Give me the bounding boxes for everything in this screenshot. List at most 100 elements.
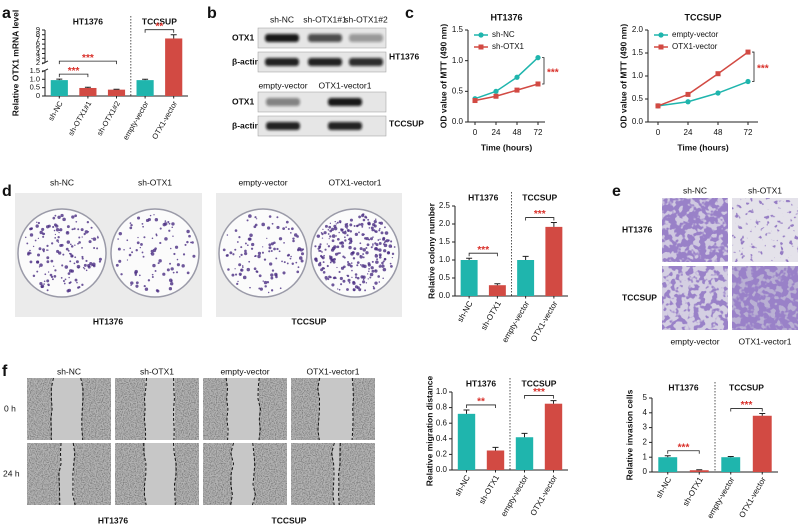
colony: [164, 220, 167, 222]
blot-membrane: [257, 115, 387, 137]
colony: [77, 242, 79, 245]
colony: [186, 271, 190, 275]
colony: [359, 284, 362, 286]
x-tick-label: empty-vector: [499, 473, 530, 518]
colony: [57, 241, 60, 243]
colony-group: HT1376: [93, 316, 124, 326]
colony: [162, 272, 166, 276]
colony: [151, 273, 154, 276]
colony: [66, 289, 70, 293]
significance-bracket: [730, 408, 763, 412]
blot-band: [328, 98, 362, 106]
colony: [351, 251, 355, 255]
error-bar: [463, 409, 470, 414]
colony: [356, 252, 360, 256]
colony: [372, 236, 374, 238]
bar: [658, 457, 678, 472]
blot-band: [266, 98, 300, 106]
colony: [331, 283, 335, 287]
y-tick-label: 1.0: [632, 71, 644, 80]
chart-title: HT1376: [490, 12, 522, 22]
colony: [72, 228, 74, 230]
colony: [376, 258, 379, 261]
colony: [365, 282, 368, 284]
colony: [35, 224, 39, 228]
colony: [261, 251, 264, 254]
colony: [328, 275, 331, 279]
colony: [321, 266, 325, 270]
colony: [351, 251, 353, 254]
colony: [150, 252, 152, 255]
colony: [362, 248, 366, 252]
colony: [296, 270, 300, 274]
colony: [375, 260, 379, 264]
wound-gap: [319, 378, 353, 440]
colony: [263, 258, 267, 261]
colony: [263, 280, 268, 285]
colony: [168, 222, 171, 225]
colony: [39, 263, 43, 267]
x-tick-label: sh-OTX1#1: [66, 99, 93, 137]
colony: [50, 275, 54, 279]
colony: [378, 265, 382, 268]
colony: [56, 249, 60, 253]
colony: [43, 283, 45, 285]
significance-bracket: [58, 73, 89, 78]
colony: [270, 276, 274, 280]
wound-edge: [173, 377, 175, 441]
colony: [300, 259, 304, 263]
y-tick-label: 4: [36, 48, 40, 57]
y-tick-label: 2.5: [439, 201, 451, 210]
colony: [145, 218, 150, 223]
colony: [262, 246, 264, 248]
colony: [188, 234, 191, 238]
colony: [390, 264, 393, 268]
colony: [326, 243, 328, 245]
transwell-label: sh-OTX1: [748, 185, 782, 195]
colony: [324, 224, 328, 228]
colony: [27, 252, 30, 256]
colony: [358, 231, 360, 234]
marker: [478, 32, 484, 38]
colony: [154, 218, 159, 222]
y-tick-label: 0.5: [452, 86, 464, 95]
x-axis-label: Time (hours): [481, 142, 532, 152]
colony: [352, 257, 356, 260]
colony: [155, 233, 158, 236]
colony: [289, 257, 292, 260]
significance-bracket: [524, 395, 554, 399]
colony: [278, 237, 283, 241]
colony: [343, 265, 346, 269]
colony: [314, 245, 317, 248]
colony: [135, 284, 139, 288]
colony: [374, 218, 377, 220]
wound-label: sh-NC: [57, 366, 81, 376]
panel-letter: b: [207, 5, 217, 22]
colony: [278, 250, 281, 253]
colony: [349, 223, 353, 227]
colony: [60, 243, 64, 247]
colony: [359, 288, 362, 290]
bar: [50, 80, 68, 96]
y-tick-label: 5: [36, 44, 40, 53]
colony: [358, 215, 362, 219]
colony: [257, 254, 261, 259]
marker: [514, 74, 520, 80]
colony: [81, 257, 84, 260]
colony: [365, 216, 368, 219]
colony: [351, 269, 353, 272]
colony: [380, 231, 384, 235]
colony: [275, 257, 278, 260]
colony: [362, 253, 365, 255]
colony: [154, 247, 157, 250]
colony: [36, 253, 41, 257]
colony: [172, 271, 175, 274]
colony: [314, 257, 318, 261]
colony: [142, 255, 145, 258]
colony: [368, 267, 370, 270]
group-label: TCCSUP: [142, 16, 177, 26]
colony: [164, 237, 168, 241]
blot-column-label: sh-OTX1#1: [303, 14, 347, 24]
colony: [379, 264, 381, 266]
colony: [346, 274, 350, 278]
